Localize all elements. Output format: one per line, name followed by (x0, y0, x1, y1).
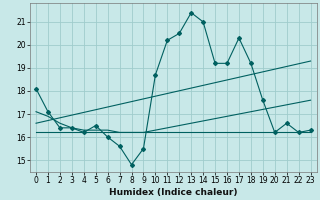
X-axis label: Humidex (Indice chaleur): Humidex (Indice chaleur) (109, 188, 237, 197)
